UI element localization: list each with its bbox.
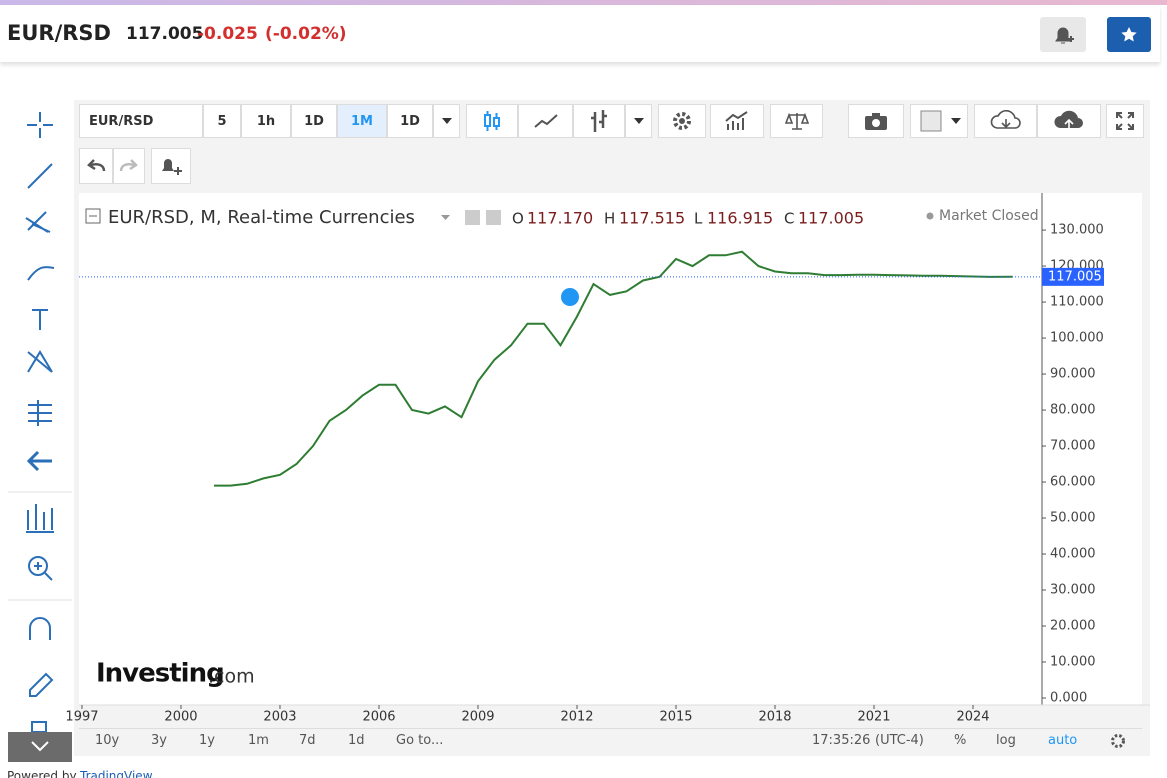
ohlc-value: 117.170	[527, 209, 593, 228]
watermark-suffix: .com	[208, 666, 255, 688]
y-tick-label: 70.000	[1050, 439, 1096, 454]
event-marker[interactable]	[561, 288, 579, 306]
x-tick-label: 2015	[659, 710, 692, 725]
price: 117.005	[126, 24, 204, 44]
header: EUR/RSD 117.005 -0.025 (-0.02%)	[0, 5, 1160, 62]
symbol-box[interactable]: EUR/RSD	[79, 104, 203, 138]
price-line	[214, 250, 1013, 487]
x-tick-label: 1997	[65, 710, 98, 725]
clock: 17:35:26	[812, 733, 871, 748]
last-price-tag: 117.005	[1048, 269, 1102, 284]
x-tick-label: 2009	[461, 710, 494, 725]
undo-button[interactable]	[79, 148, 113, 184]
x-tick-label: 2006	[362, 710, 395, 725]
y-tick-label: 100.000	[1050, 331, 1104, 346]
plot-area	[79, 193, 1142, 705]
save-button[interactable]	[1037, 104, 1101, 138]
drawing-toolbar	[8, 112, 72, 762]
change: -0.025	[197, 24, 258, 44]
x-tick-label: 2024	[956, 710, 989, 725]
x-tick-label: 2018	[758, 710, 791, 725]
bottom-bar	[79, 728, 1142, 754]
range-button[interactable]: 1y	[199, 733, 215, 748]
alert-button[interactable]	[1040, 17, 1086, 52]
bell-icon	[1055, 27, 1074, 44]
range-button[interactable]: 7d	[299, 733, 316, 748]
goto-button[interactable]: Go to...	[396, 733, 444, 748]
ohlc-label: L	[694, 210, 703, 228]
y-tick-label: 90.000	[1050, 367, 1096, 382]
ohlc-value: 117.005	[798, 209, 864, 228]
y-tick-label: 60.000	[1050, 475, 1096, 490]
x-tick-label: 2021	[857, 710, 890, 725]
ohlc-label: H	[604, 210, 615, 228]
dropdown[interactable]	[433, 104, 460, 138]
y-tick-label: 10.000	[1050, 655, 1096, 670]
range-button[interactable]: 1m	[248, 733, 269, 748]
interval-button[interactable]: 1D	[387, 104, 433, 138]
y-tick-label: 130.000	[1050, 223, 1104, 238]
legend-title: EUR/RSD, M, Real-time Currencies	[108, 207, 415, 228]
settings-button[interactable]	[658, 104, 706, 138]
ohlc-value: 117.515	[619, 209, 685, 228]
last-price-tag-bg	[1042, 267, 1104, 286]
range-button[interactable]: 1d	[348, 733, 365, 748]
ohlc-label: C	[784, 210, 794, 228]
range-button[interactable]: 3y	[151, 733, 167, 748]
collapse-button[interactable]	[8, 732, 72, 762]
symbol: EUR/RSD	[7, 21, 111, 45]
change-pct: (-0.02%)	[265, 24, 347, 44]
screenshot-button[interactable]	[848, 104, 904, 138]
interval-button[interactable]: 5	[203, 104, 241, 138]
star-icon	[1121, 27, 1137, 42]
footer-prefix: Powered by	[7, 769, 77, 778]
interval-button[interactable]: 1h	[241, 104, 291, 138]
compare-button[interactable]	[770, 104, 823, 138]
y-tick-label: 40.000	[1050, 547, 1096, 562]
market-status: Market Closed	[939, 208, 1039, 224]
x-tick-label: 2012	[560, 710, 593, 725]
candles-button[interactable]	[466, 104, 518, 138]
fullscreen-button[interactable]	[1106, 104, 1144, 138]
range-button[interactable]: 10y	[95, 733, 120, 748]
dropdown[interactable]	[625, 104, 652, 138]
color-button[interactable]	[910, 104, 968, 138]
watchlist-button[interactable]	[1107, 17, 1151, 52]
ohlc-value: 116.915	[707, 209, 773, 228]
x-tick-label: 2003	[263, 710, 296, 725]
watermark-brand: Investing	[96, 659, 224, 689]
auto-toggle[interactable]: auto	[1048, 733, 1078, 748]
timezone[interactable]: (UTC-4)	[875, 733, 924, 748]
footer-link[interactable]: TradingView	[80, 769, 153, 778]
top-bar	[0, 0, 1167, 5]
alert-add-button[interactable]	[151, 148, 191, 184]
y-tick-label: 50.000	[1050, 511, 1096, 526]
y-tick-label: 30.000	[1050, 583, 1096, 598]
log-toggle[interactable]: log	[996, 733, 1016, 748]
settings-icon[interactable]	[1109, 732, 1127, 750]
y-tick-label: 110.000	[1050, 295, 1104, 310]
line-button[interactable]	[518, 104, 573, 138]
indicators-button[interactable]	[710, 104, 764, 138]
redo-button[interactable]	[113, 148, 145, 184]
percent-toggle[interactable]: %	[954, 733, 967, 748]
y-tick-label: 0.000	[1050, 691, 1087, 706]
interval-button[interactable]: 1M	[337, 104, 387, 138]
x-tick-label: 2000	[164, 710, 197, 725]
bars-button[interactable]	[573, 104, 625, 138]
load-button[interactable]	[974, 104, 1037, 138]
y-tick-label: 80.000	[1050, 403, 1096, 418]
interval-button[interactable]: 1D	[291, 104, 337, 138]
y-tick-label: 20.000	[1050, 619, 1096, 634]
ohlc-label: O	[512, 210, 524, 228]
